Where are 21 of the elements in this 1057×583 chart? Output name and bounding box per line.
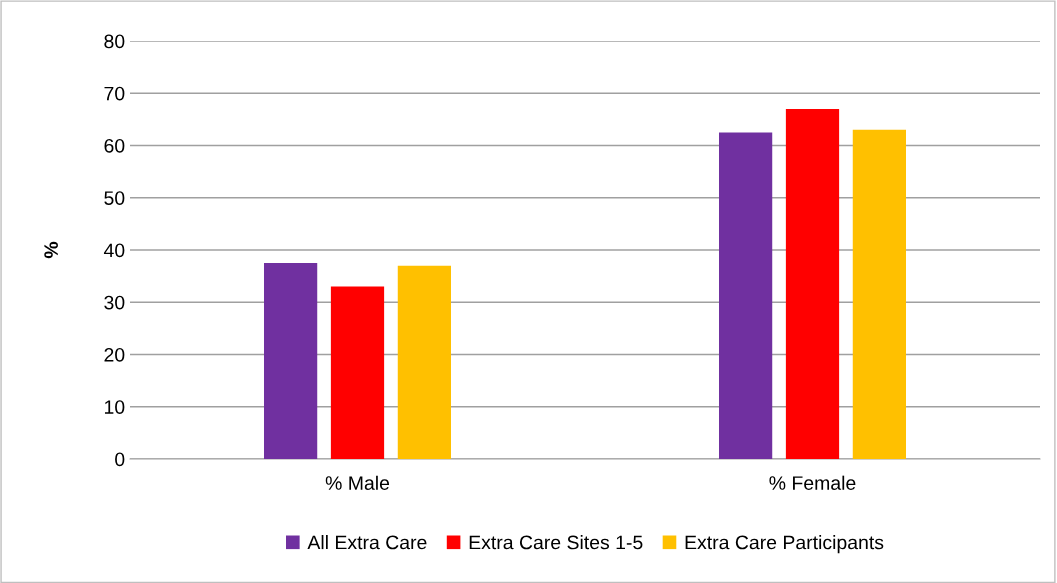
bar [852,129,906,459]
bar [397,265,451,459]
y-tick-label: 50 [104,191,125,205]
y-tick-label: 10 [105,400,125,414]
legend-label: Extra Care Sites 1-5 [469,535,643,550]
legend-label: Extra Care Participants [685,535,884,554]
legend-label: All Extra Care [307,535,427,550]
bar [719,132,773,459]
x-tick-label: % Male [325,475,390,490]
bar [785,108,840,459]
bar [330,286,385,459]
y-tick-label: 70 [104,86,125,101]
y-tick-label: 80 [104,34,125,49]
y-tick-label: 60 [104,138,125,153]
y-axis-title: % [44,241,58,259]
y-tick-label: 30 [104,295,125,310]
x-tick-label: % Female [769,475,856,490]
y-tick-label: 0 [115,452,125,467]
bar [264,263,318,459]
y-tick-label: 40 [103,243,125,258]
y-tick-label: 20 [104,347,125,362]
